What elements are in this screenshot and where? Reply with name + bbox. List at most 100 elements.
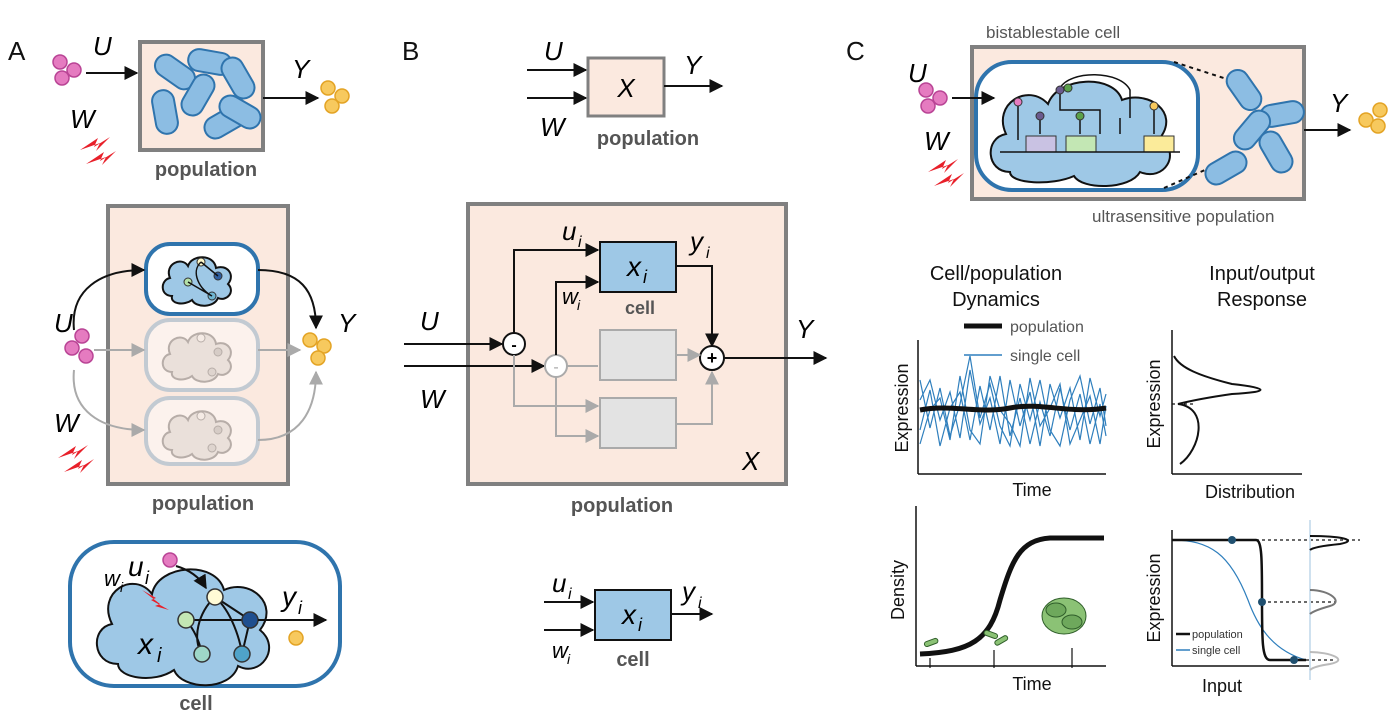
dynamics-traces [919, 355, 1107, 449]
switch-dist-high [1309, 535, 1349, 551]
response-xlabel: Distribution [1205, 482, 1295, 502]
svg-text:i: i [638, 615, 643, 635]
dynamics-title-2: Dynamics [952, 289, 1040, 311]
noise-bolt-icon-cell [142, 590, 169, 610]
symbol-Y: Y [292, 54, 311, 84]
svg-text:u: u [562, 216, 576, 246]
bistable-cell-label: bistablestable cell [986, 23, 1120, 42]
dynamics-xlabel: Time [1012, 480, 1051, 500]
symbol-Y-mid: Y [338, 308, 357, 338]
panel-c: C bistablestable cell U [846, 23, 1388, 696]
b-population-label: population [597, 128, 699, 150]
b-cell-block-gray-1 [599, 329, 677, 381]
b-cell-label: cell [625, 298, 655, 318]
panel-b: B U W X Y population U W - - u i w i [402, 36, 828, 671]
svg-text:i: i [145, 568, 150, 588]
response-ylabel: Expression [1144, 359, 1164, 448]
svg-text:i: i [568, 586, 572, 603]
switch-ylabel: Expression [1144, 553, 1164, 642]
legend-single-cell: single cell [1010, 348, 1080, 365]
symbol-U-mid: U [54, 308, 73, 338]
bacteria-colony-icon [923, 597, 1087, 648]
svg-text:w: w [552, 638, 570, 663]
b-bottom-y-i: y i [680, 576, 702, 612]
svg-text:y: y [680, 576, 697, 606]
b-mid-Y: Y [796, 314, 815, 344]
b-w-i: w i [562, 284, 581, 313]
cell-active [144, 242, 260, 316]
cell-label: cell [179, 693, 212, 715]
svg-text:u: u [128, 551, 144, 582]
cell-inactive-1 [144, 318, 260, 392]
svg-text:x: x [620, 599, 637, 630]
cell-u-i: u i [128, 551, 150, 588]
svg-text:i: i [578, 234, 582, 251]
b-bottom-w-i: w i [552, 638, 571, 667]
growth-curve [919, 535, 1104, 657]
svg-text:i: i [577, 297, 581, 313]
svg-text:i: i [706, 245, 710, 262]
b-cell-block-gray-2 [599, 397, 677, 449]
c-symbol-U: U [908, 58, 927, 88]
svg-text:w: w [562, 284, 580, 309]
panel-b-label: B [402, 36, 419, 66]
switch-population-curve [1172, 538, 1306, 662]
svg-text:x: x [625, 251, 642, 282]
b-symbol-X-mid: X [741, 446, 761, 476]
b-x-i: x i [625, 251, 648, 287]
svg-text:i: i [643, 267, 648, 287]
output-molecules-Y-mid [302, 332, 332, 366]
population-label: population [155, 159, 257, 181]
b-cell-label-bottom: cell [616, 649, 649, 671]
response-title-2: Response [1217, 289, 1307, 311]
b-bottom-cell-block [594, 589, 672, 641]
dynamics-ylabel: Expression [892, 363, 912, 452]
c-symbol-Y: Y [1330, 88, 1349, 118]
b-symbol-W: W [540, 112, 567, 142]
cell-w-i: w i [104, 566, 124, 595]
symbol-W-mid: W [54, 408, 81, 438]
b-y-i: y i [688, 226, 710, 262]
b-symbol-X: X [616, 73, 636, 103]
b-symbol-U: U [544, 36, 563, 66]
svg-text:x: x [136, 628, 154, 661]
switch-point-low [1290, 656, 1298, 664]
legend-population: population [1010, 319, 1084, 336]
switch-point-mid [1258, 598, 1266, 606]
svg-text:+: + [707, 348, 718, 368]
population-label-mid: population [152, 493, 254, 515]
ultrasensitive-population-label: ultrasensitive population [1092, 207, 1274, 226]
b-mid-W: W [420, 384, 447, 414]
svg-text:i: i [298, 598, 303, 618]
c-gene-circuit [1000, 74, 1180, 153]
b-population-label-mid: population [571, 495, 673, 517]
cell-x-i: x i [136, 628, 162, 667]
growth-ylabel: Density [888, 560, 908, 620]
switch-dist-low [1309, 651, 1340, 671]
c-input-molecules [918, 82, 948, 114]
response-title-1: Input/output [1209, 263, 1315, 285]
switch-single-cell-curve [1171, 539, 1307, 661]
b-bottom-x-i: x i [620, 599, 643, 635]
input-molecules-U [52, 54, 82, 86]
svg-text:y: y [280, 581, 298, 612]
c-output-molecules [1358, 102, 1388, 134]
gene-network [177, 588, 259, 663]
growth-xlabel: Time [1012, 674, 1051, 694]
svg-text:w: w [104, 566, 122, 591]
svg-text:i: i [567, 651, 571, 667]
noise-bolt-icon-mid [58, 445, 94, 473]
panel-c-label: C [846, 36, 865, 66]
output-molecules-Y [320, 80, 350, 114]
output-molecule-cell [288, 630, 304, 646]
svg-text:-: - [511, 337, 516, 354]
symbol-U: U [93, 31, 112, 61]
dynamics-title-1: Cell/population [930, 263, 1062, 285]
panel-a: A U W Y population [8, 31, 357, 715]
dynamics-population-mean [919, 403, 1107, 413]
switch-legend-single-cell: single cell [1192, 645, 1240, 657]
c-symbol-W: W [924, 126, 951, 156]
cell-y-i: y i [280, 581, 303, 618]
svg-text:-: - [553, 359, 558, 376]
